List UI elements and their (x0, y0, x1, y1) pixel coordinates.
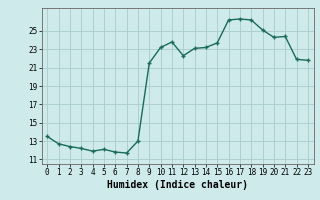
X-axis label: Humidex (Indice chaleur): Humidex (Indice chaleur) (107, 180, 248, 190)
